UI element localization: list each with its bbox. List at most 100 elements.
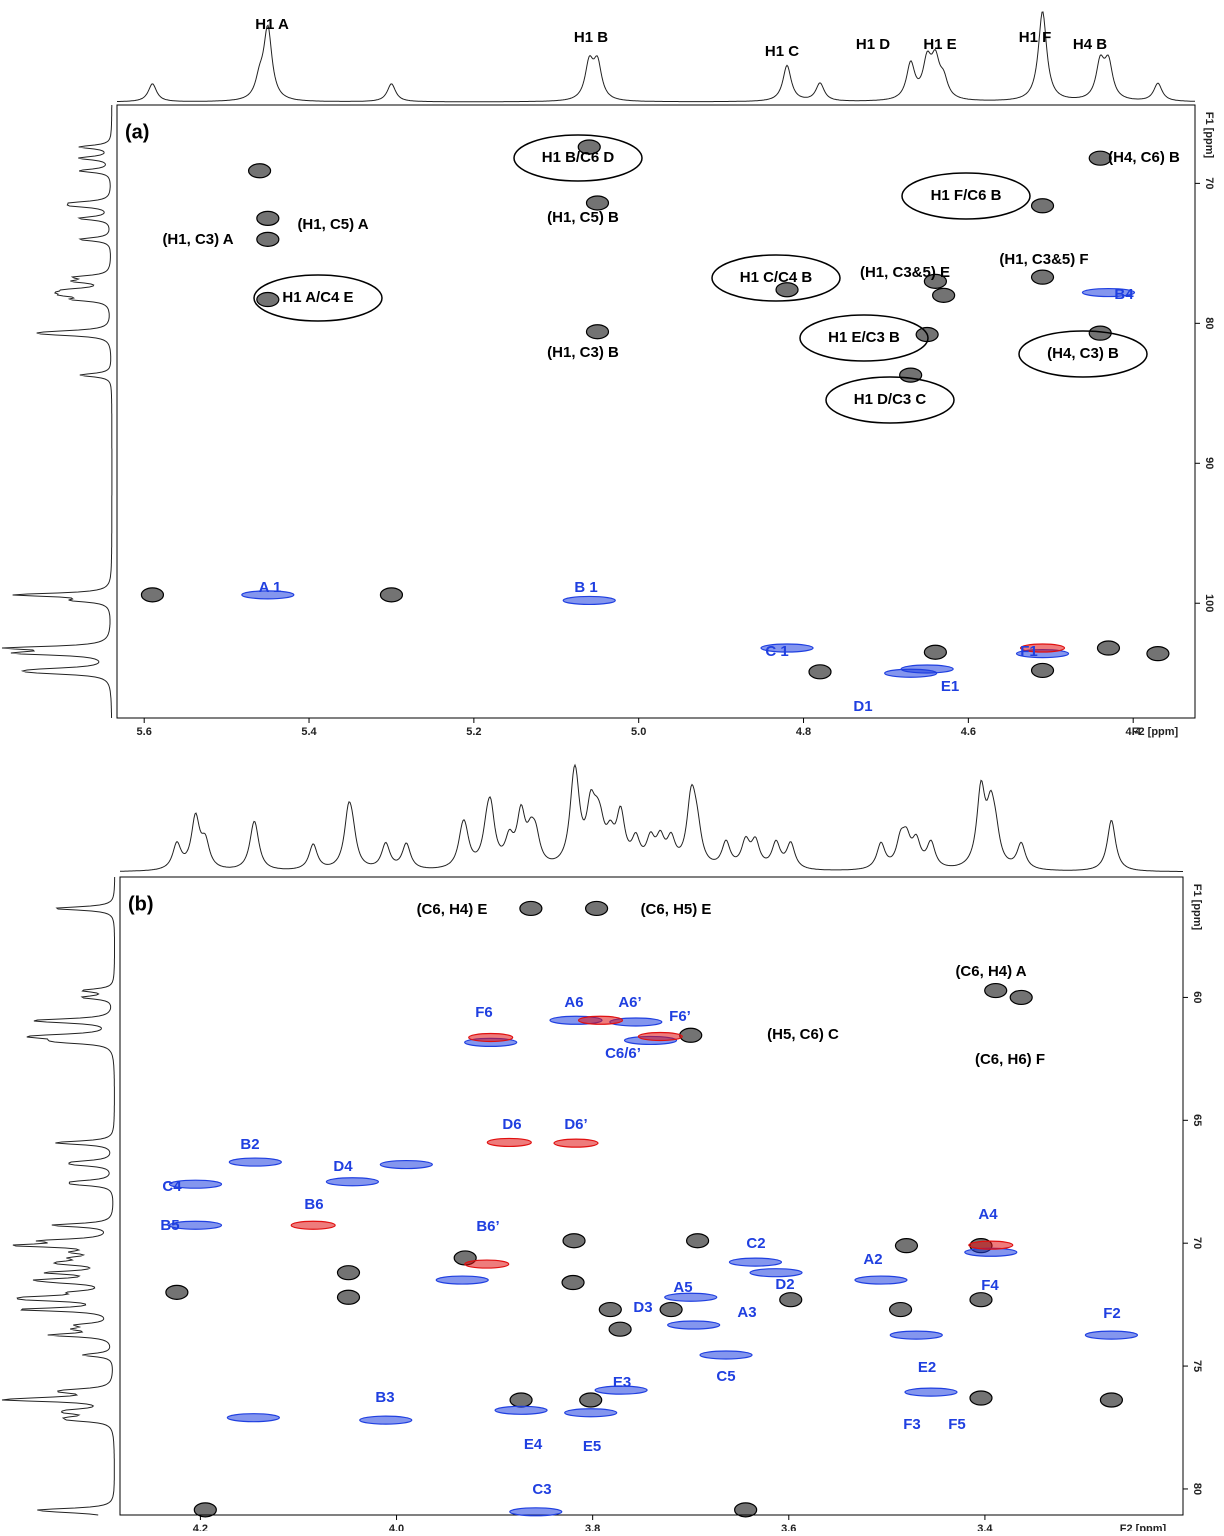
peak — [968, 1240, 1014, 1250]
peak — [1030, 269, 1055, 285]
peak-label: A3 — [737, 1304, 756, 1321]
annotation-circle — [825, 376, 955, 424]
peak — [1030, 662, 1055, 679]
x-tick-label: 4.6 — [961, 726, 976, 738]
peak — [325, 1177, 380, 1187]
projection-label: H1 F — [1019, 29, 1052, 46]
peak-label: F6’ — [669, 1008, 691, 1025]
peak — [193, 1502, 217, 1518]
peak-label: F4 — [981, 1277, 999, 1294]
y-axis-label: F1 [ppm] — [1203, 112, 1215, 159]
peak-label: C2 — [746, 1235, 765, 1252]
peak — [585, 195, 610, 211]
annotation: H1 F/C6 B — [931, 187, 1002, 204]
peak — [594, 1385, 648, 1395]
peak — [562, 1233, 586, 1249]
peak — [168, 1220, 223, 1230]
x-tick-label: 5.6 — [137, 726, 152, 738]
y-tick-label: 70 — [1203, 177, 1215, 189]
y-tick-label: 100 — [1203, 594, 1215, 612]
x-tick-label: 4.4 — [1126, 726, 1142, 738]
peak-label: E4 — [524, 1436, 543, 1453]
peak-label: B5 — [160, 1217, 179, 1234]
y-tick-label: 80 — [1191, 1483, 1203, 1495]
peak — [256, 231, 280, 247]
peak — [468, 1032, 514, 1043]
x-tick-label: 5.4 — [301, 726, 317, 738]
projection-label: H1 B — [574, 29, 608, 46]
y-tick-label: 90 — [1203, 457, 1215, 469]
peak — [562, 595, 616, 606]
annotation-circle — [901, 172, 1031, 220]
annotation: H1 C/C4 B — [740, 269, 813, 286]
y-tick-label: 70 — [1191, 1237, 1203, 1249]
peak-label: E2 — [918, 1359, 936, 1376]
annotation-circle — [799, 314, 929, 362]
annotation-circle — [711, 254, 841, 302]
peak — [667, 1320, 721, 1330]
peak-label: E1 — [941, 678, 959, 695]
peak-label: A4 — [978, 1206, 998, 1223]
peak-label: D2 — [775, 1276, 794, 1293]
peak — [256, 291, 280, 308]
peak-label: B2 — [240, 1136, 259, 1153]
annotation: H1 B/C6 D — [542, 149, 615, 166]
y-tick-label: 80 — [1203, 317, 1215, 329]
peak — [932, 287, 956, 303]
peak — [1084, 1330, 1139, 1340]
annotation: (H1, C3&5) F — [999, 251, 1088, 268]
peak-label: B4 — [1114, 286, 1134, 303]
peak — [1146, 646, 1170, 662]
annotation-circle — [513, 134, 643, 182]
peak-label: A5 — [673, 1279, 692, 1296]
peak — [1030, 198, 1055, 214]
peak — [889, 1330, 943, 1340]
peak — [584, 900, 609, 917]
peak — [585, 324, 610, 340]
peak — [290, 1220, 336, 1230]
peak-label: E5 — [583, 1438, 601, 1455]
annotation: H1 E/C3 B — [828, 329, 900, 346]
x-tick-label: 3.8 — [585, 1523, 600, 1531]
peak — [577, 1015, 624, 1025]
peak-label: D1 — [853, 698, 872, 715]
projection-label: H1 E — [923, 36, 956, 53]
peak — [699, 1350, 753, 1360]
projection-f1 — [1, 876, 116, 1516]
panel-label: (b) — [128, 893, 154, 915]
peak-label: F6 — [475, 1004, 493, 1021]
peak-label: F1 — [1020, 643, 1038, 660]
peak — [228, 1157, 282, 1167]
peak-label: B3 — [375, 1389, 394, 1406]
y-tick-label: 60 — [1191, 991, 1203, 1003]
peak — [509, 1507, 563, 1517]
peak — [464, 1259, 510, 1269]
peak-label: D6’ — [564, 1116, 587, 1133]
peak — [760, 643, 814, 653]
peak-label: F2 — [1103, 1305, 1121, 1322]
peak — [577, 139, 601, 155]
peak — [1088, 150, 1112, 166]
peak — [579, 1392, 603, 1408]
peak — [679, 1027, 703, 1043]
projection-f2 — [117, 11, 1195, 103]
peak — [379, 587, 404, 603]
peak — [904, 1387, 958, 1397]
annotation: (H1, C3&5) E — [860, 264, 950, 281]
peak — [923, 644, 947, 660]
panel-label: (a) — [125, 121, 149, 143]
x-tick-label: 3.6 — [781, 1523, 796, 1531]
peak — [984, 982, 1008, 999]
peak — [664, 1292, 718, 1302]
peak-label: A6’ — [618, 994, 641, 1011]
x-tick-label: 4.2 — [193, 1523, 208, 1531]
x-tick-label: 5.2 — [466, 726, 481, 738]
projection-f1 — [1, 105, 113, 719]
y-tick-label: 65 — [1191, 1114, 1203, 1126]
peak-label: A2 — [863, 1251, 882, 1268]
peak — [923, 273, 947, 289]
x-axis-label: F2 [ppm] — [1132, 726, 1179, 738]
peak-label: C5 — [716, 1368, 735, 1385]
peak — [1019, 643, 1066, 653]
annotation-circle — [253, 274, 383, 322]
